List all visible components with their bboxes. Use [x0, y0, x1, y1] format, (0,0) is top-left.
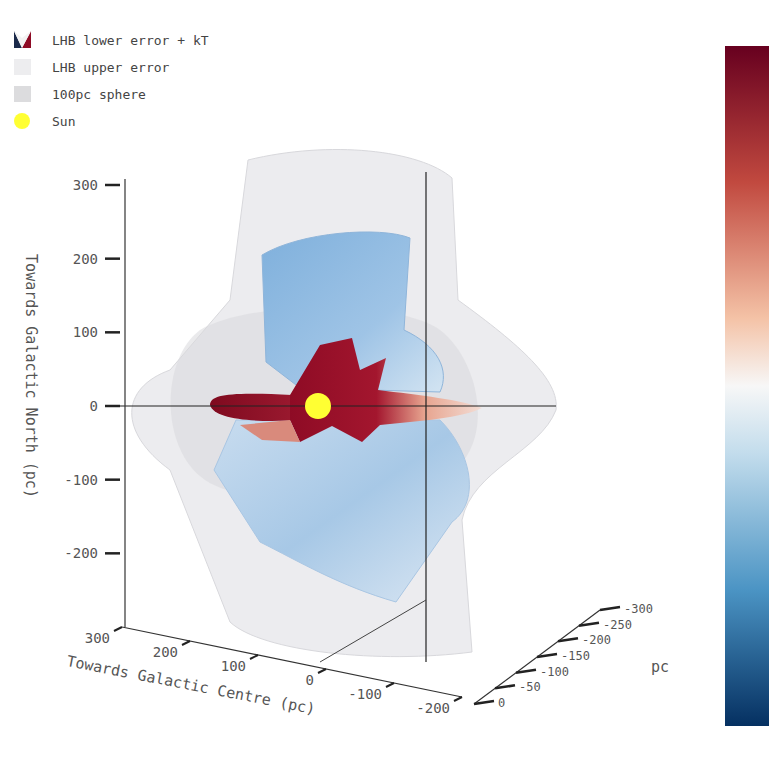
x-tick-label: 0 [306, 672, 314, 688]
z-tick [105, 478, 120, 481]
lhb-lower-lobe [214, 420, 469, 602]
surfaces [132, 150, 557, 657]
legend-label: 100pc sphere [52, 87, 146, 102]
legend-label: Sun [52, 114, 75, 129]
x-tick [182, 641, 190, 645]
y-tick-label: -50 [519, 680, 541, 694]
x-axis-label: Towards Galactic Centre (pc) [65, 652, 317, 718]
z-tick [105, 184, 120, 187]
x-tick-label: 100 [221, 658, 246, 674]
z-tick-label: -100 [64, 472, 98, 488]
legend: LHB lower error + kT LHB upper error 100pc… [14, 31, 209, 129]
sun [305, 393, 331, 419]
x-tick [454, 697, 462, 701]
y-tick [495, 685, 515, 688]
figure: -200 -100 0 100 200 300 Towards Galactic North… [0, 0, 774, 774]
x-tick-label: 200 [153, 644, 178, 660]
y-tick [537, 654, 557, 657]
z-axis-label: Towards Galactic North (pc) [22, 254, 40, 498]
box-edge [425, 172, 426, 662]
y-axis-label: pc [651, 658, 669, 676]
lhb-warm-patch [240, 420, 300, 442]
y-tick-label: -300 [624, 602, 653, 616]
legend-swatch [14, 113, 30, 129]
z-tick [105, 405, 120, 408]
y-axis [474, 610, 600, 704]
y-tick [579, 623, 599, 626]
legend-label: LHB lower error + kT [52, 33, 209, 48]
x-tick [386, 683, 394, 687]
y-tick-label: -100 [540, 665, 569, 679]
z-axis [124, 179, 125, 627]
y-tick [558, 638, 578, 641]
z-tick-label: -200 [64, 545, 98, 561]
x-tick-label: -100 [348, 686, 382, 702]
y-tick [516, 670, 536, 673]
legend-label: LHB upper error [52, 60, 170, 75]
y-tick-label: -150 [561, 649, 590, 663]
y-tick-label: -200 [582, 633, 611, 647]
x-tick-label: 300 [85, 630, 110, 646]
x-tick [318, 669, 326, 673]
box-edge [320, 600, 426, 662]
z-tick-label: 0 [90, 398, 98, 414]
x-tick [250, 655, 258, 659]
colorbar [725, 46, 769, 726]
lhb-hot-core [290, 338, 482, 442]
y-tick-label: -250 [603, 618, 632, 632]
x-tick [114, 627, 122, 631]
z-tick [105, 331, 120, 334]
chart: -200 -100 0 100 200 300 Towards Galactic North… [0, 0, 774, 774]
legend-swatch [14, 59, 31, 75]
y-tick [474, 701, 494, 704]
z-tick-label: 100 [73, 324, 98, 340]
y-tick [600, 607, 620, 610]
z-tick-label: 300 [73, 177, 98, 193]
z-tick-label: 200 [73, 251, 98, 267]
x-tick-label: -200 [416, 700, 450, 716]
y-tick-label: 0 [498, 696, 505, 710]
lhb-upper-error-surface [132, 150, 557, 657]
z-tick [105, 552, 120, 555]
lhb-hot-band [210, 394, 300, 421]
legend-swatch [14, 31, 31, 48]
legend-swatch [14, 86, 31, 102]
z-tick [105, 257, 120, 260]
